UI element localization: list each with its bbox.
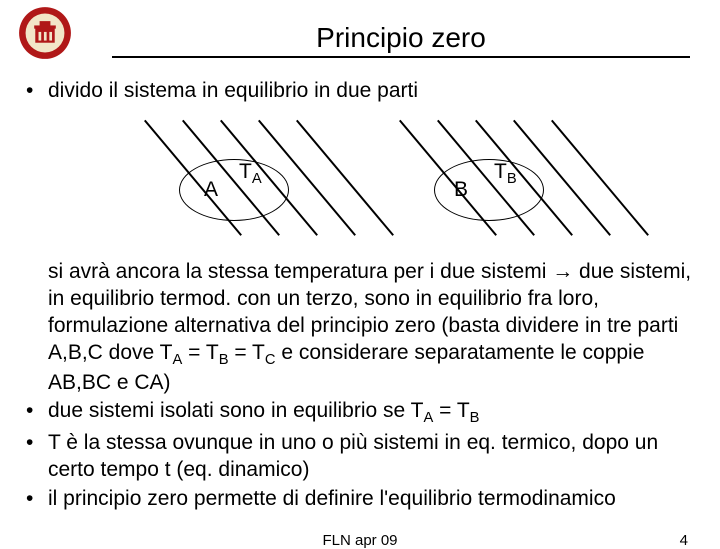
hatch-line bbox=[551, 120, 649, 236]
bullet-text: il principio zero permette di definire l… bbox=[48, 486, 696, 513]
page-number: 4 bbox=[680, 532, 688, 549]
label-tb: TB bbox=[494, 159, 517, 189]
bullet-3: • T è la stessa ovunque in uno o più sis… bbox=[24, 430, 696, 484]
subscript-a: A bbox=[423, 411, 433, 427]
bullet-dot: • bbox=[24, 430, 48, 484]
page-title: Principio zero bbox=[112, 22, 690, 58]
paragraph-block: si avrà ancora la stessa temperatura per… bbox=[48, 259, 696, 397]
subscript-b: B bbox=[470, 411, 480, 427]
hatch-line bbox=[296, 120, 394, 236]
bullet-1: • divido il sistema in equilibrio in due… bbox=[24, 78, 696, 105]
slide-body: • divido il sistema in equilibrio in due… bbox=[0, 60, 720, 513]
bullet-text-span: due sistemi isolati sono in equilibrio s… bbox=[48, 399, 423, 422]
para-text: = T bbox=[229, 341, 265, 364]
bullet-dot: • bbox=[24, 78, 48, 105]
bullet-text: divido il sistema in equilibrio in due p… bbox=[48, 78, 696, 105]
university-seal-logo bbox=[18, 6, 72, 60]
subscript-a: A bbox=[173, 352, 183, 368]
para-text: = T bbox=[182, 341, 218, 364]
bullet-4: • il principio zero permette di definire… bbox=[24, 486, 696, 513]
bullet-dot: • bbox=[24, 398, 48, 428]
system-b-ellipse bbox=[434, 159, 544, 221]
two-systems-diagram: A TA B TB bbox=[24, 111, 696, 251]
bullet-text: due sistemi isolati sono in equilibrio s… bbox=[48, 398, 696, 428]
bullet-dot: • bbox=[24, 486, 48, 513]
subscript-b: B bbox=[219, 352, 229, 368]
title-container: Principio zero bbox=[112, 22, 720, 60]
label-a: A bbox=[204, 177, 218, 204]
label-ta: TA bbox=[239, 159, 262, 189]
system-a-ellipse bbox=[179, 159, 289, 221]
label-b: B bbox=[454, 177, 468, 204]
subscript-c: C bbox=[265, 352, 276, 368]
bullet-2: • due sistemi isolati sono in equilibrio… bbox=[24, 398, 696, 428]
slide-header: Principio zero bbox=[0, 0, 720, 60]
bullet-text: T è la stessa ovunque in uno o più siste… bbox=[48, 430, 696, 484]
bullet-text-span: = T bbox=[433, 399, 469, 422]
footer-center-text: FLN apr 09 bbox=[322, 532, 397, 549]
